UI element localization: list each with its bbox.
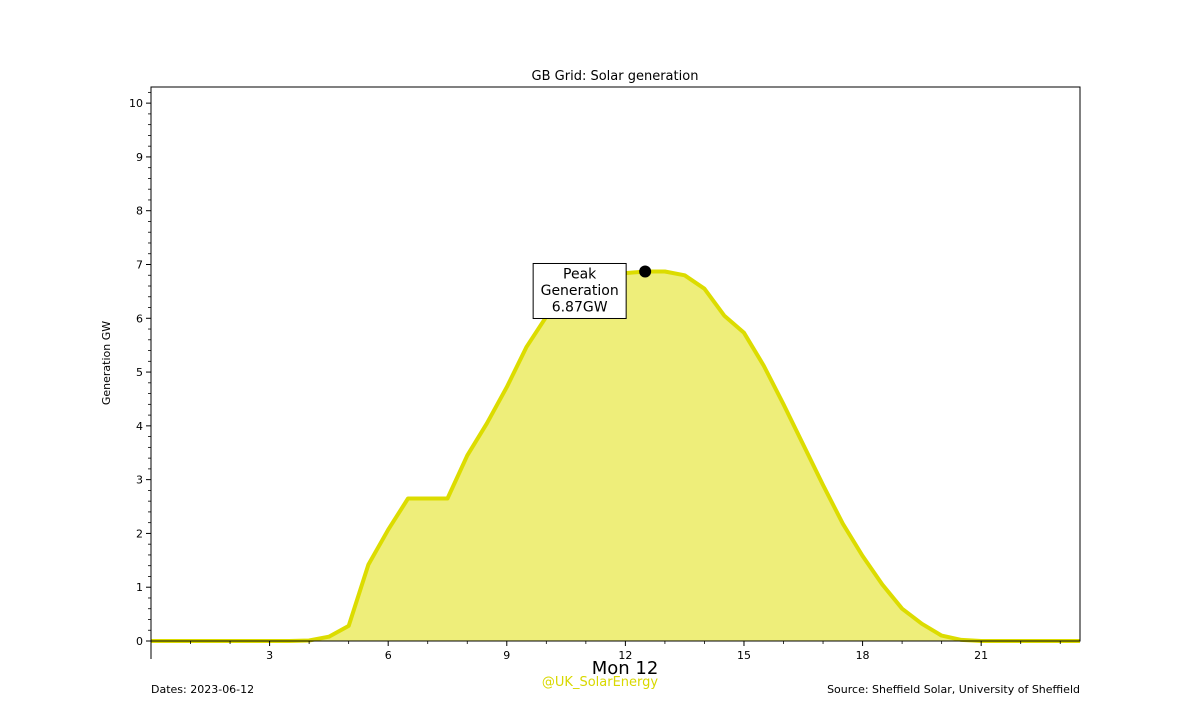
x-tick-label-18: 18 — [856, 649, 870, 662]
y-tick-label-7: 7 — [136, 258, 143, 271]
y-tick-label-6: 6 — [136, 312, 143, 325]
y-tick-label-8: 8 — [136, 205, 143, 218]
x-tick-label-6: 6 — [385, 649, 392, 662]
peak-annotation-line: Generation — [541, 283, 619, 299]
y-tick-label-0: 0 — [136, 635, 143, 648]
x-tick-label-15: 15 — [737, 649, 751, 662]
y-tick-label-1: 1 — [136, 581, 143, 594]
y-tick-label-10: 10 — [129, 97, 143, 110]
x-tick-label-21: 21 — [974, 649, 988, 662]
x-axis-date-label: Mon 12 — [592, 658, 659, 679]
peak-annotation-line: 6.87GW — [552, 299, 608, 315]
plot-frame — [150, 86, 1081, 642]
y-axis-label: Generation GW — [100, 321, 113, 405]
dates-footer: Dates: 2023-06-12 — [151, 683, 255, 696]
generation-area — [151, 271, 1080, 641]
y-tick-label-9: 9 — [136, 151, 143, 164]
x-tick-label-12: 12 — [618, 649, 632, 662]
chart-title: GB Grid: Solar generation — [532, 69, 699, 84]
source-footer: Source: Sheffield Solar, University of S… — [827, 683, 1080, 696]
x-tick-label-3: 3 — [266, 649, 273, 662]
peak-annotation-box — [532, 262, 627, 319]
peak-marker — [639, 265, 652, 278]
y-tick-label-5: 5 — [136, 366, 143, 379]
y-tick-label-3: 3 — [136, 474, 143, 487]
twitter-handle: @UK_SolarEnergy — [541, 675, 659, 690]
x-tick-label-9: 9 — [503, 649, 510, 662]
y-tick-label-2: 2 — [136, 527, 143, 540]
y-tick-label-4: 4 — [136, 420, 143, 433]
peak-annotation-line: Peak — [563, 266, 597, 282]
